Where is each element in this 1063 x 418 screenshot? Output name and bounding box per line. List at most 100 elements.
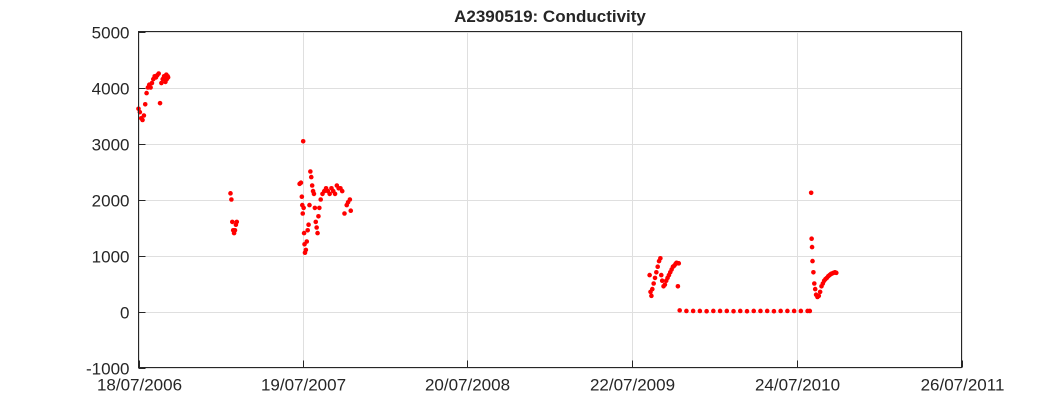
data-point — [299, 194, 305, 199]
data-point — [812, 281, 817, 286]
data-point — [809, 236, 814, 241]
data-point — [652, 275, 658, 281]
data-point — [791, 308, 797, 314]
x-tick-label: 26/07/2011 — [921, 376, 1005, 395]
data-point — [140, 117, 145, 123]
grid-layer — [138, 31, 963, 369]
data-point — [308, 174, 314, 180]
data-point — [647, 272, 652, 278]
y-tick-label: 5000 — [92, 24, 130, 43]
data-point — [315, 230, 320, 236]
data-point — [808, 190, 814, 196]
data-point — [649, 293, 654, 299]
y-tick-label: 2000 — [92, 192, 130, 211]
data-point — [159, 80, 164, 86]
data-point — [300, 211, 306, 216]
data-point — [229, 219, 235, 225]
data-point — [817, 289, 823, 295]
data-point — [300, 138, 306, 144]
data-point — [650, 286, 655, 292]
data-point — [662, 282, 668, 287]
data-point — [717, 308, 723, 314]
data-point — [724, 308, 730, 314]
data-point — [758, 308, 763, 314]
plot-frame — [138, 31, 962, 368]
data-point — [811, 270, 816, 275]
data-point — [807, 308, 813, 314]
x-tick-label: 20/07/2008 — [425, 376, 510, 395]
y-tick-label: 3000 — [92, 136, 130, 155]
data-point — [148, 85, 153, 90]
data-point — [764, 308, 770, 314]
data-point — [751, 308, 757, 314]
data-point — [149, 80, 155, 86]
data-point — [316, 214, 321, 219]
data-point — [144, 90, 149, 96]
data-point — [229, 197, 234, 202]
data-point — [658, 272, 664, 278]
data-point — [677, 308, 682, 313]
data-point — [317, 205, 322, 211]
data-point — [778, 308, 783, 314]
data-point — [142, 102, 148, 107]
data-point — [332, 191, 338, 197]
y-tick-label: 1000 — [92, 248, 130, 267]
data-point — [305, 228, 310, 233]
data-point — [301, 205, 306, 211]
data-point — [232, 228, 238, 233]
data-point — [798, 308, 804, 314]
data-point — [697, 308, 703, 314]
data-point — [658, 255, 663, 261]
data-point — [809, 244, 815, 250]
x-tick-label: 22/07/2009 — [590, 376, 675, 395]
data-point — [816, 293, 822, 299]
data-point — [744, 308, 750, 314]
chart-title: A2390519: Conductivity — [454, 7, 646, 26]
data-point — [659, 278, 665, 284]
data-point — [141, 113, 147, 118]
data-point — [228, 191, 233, 196]
y-tick-label: -1000 — [86, 360, 129, 379]
data-point — [234, 219, 240, 225]
y-axis: -1000 0 1000 2000 3000 4000 5000 — [86, 24, 146, 379]
data-point — [690, 308, 696, 314]
data-point — [314, 225, 319, 230]
data-point — [339, 188, 345, 194]
data-point — [731, 308, 736, 314]
x-tick-label: 24/07/2010 — [755, 376, 840, 395]
data-point — [704, 308, 709, 314]
data-point — [785, 308, 790, 314]
data-point — [306, 222, 311, 227]
data-point — [301, 230, 307, 236]
data-point — [348, 208, 354, 213]
data-point — [675, 284, 681, 289]
data-point — [304, 239, 310, 244]
x-tick-label: 18/07/2006 — [97, 376, 182, 395]
data-point — [684, 308, 689, 314]
data-point — [654, 270, 659, 275]
data-point — [812, 286, 818, 292]
data-point — [737, 308, 743, 314]
x-tick-label: 19/07/2007 — [261, 376, 346, 395]
y-tick-label: 0 — [120, 304, 129, 323]
data-point — [298, 180, 304, 185]
data-point — [771, 308, 777, 314]
data-points — [136, 71, 839, 314]
data-point — [651, 281, 656, 286]
data-point — [711, 308, 716, 314]
data-point — [157, 100, 163, 106]
data-point — [327, 191, 332, 197]
data-point — [311, 191, 317, 197]
y-tick-label: 4000 — [92, 80, 130, 99]
data-point — [347, 197, 353, 202]
data-point — [307, 202, 312, 208]
data-point — [655, 264, 660, 270]
data-point — [165, 75, 171, 80]
data-point — [309, 183, 315, 188]
data-point — [156, 71, 161, 76]
data-point — [308, 169, 313, 174]
data-point — [303, 247, 309, 253]
data-point — [312, 205, 318, 211]
